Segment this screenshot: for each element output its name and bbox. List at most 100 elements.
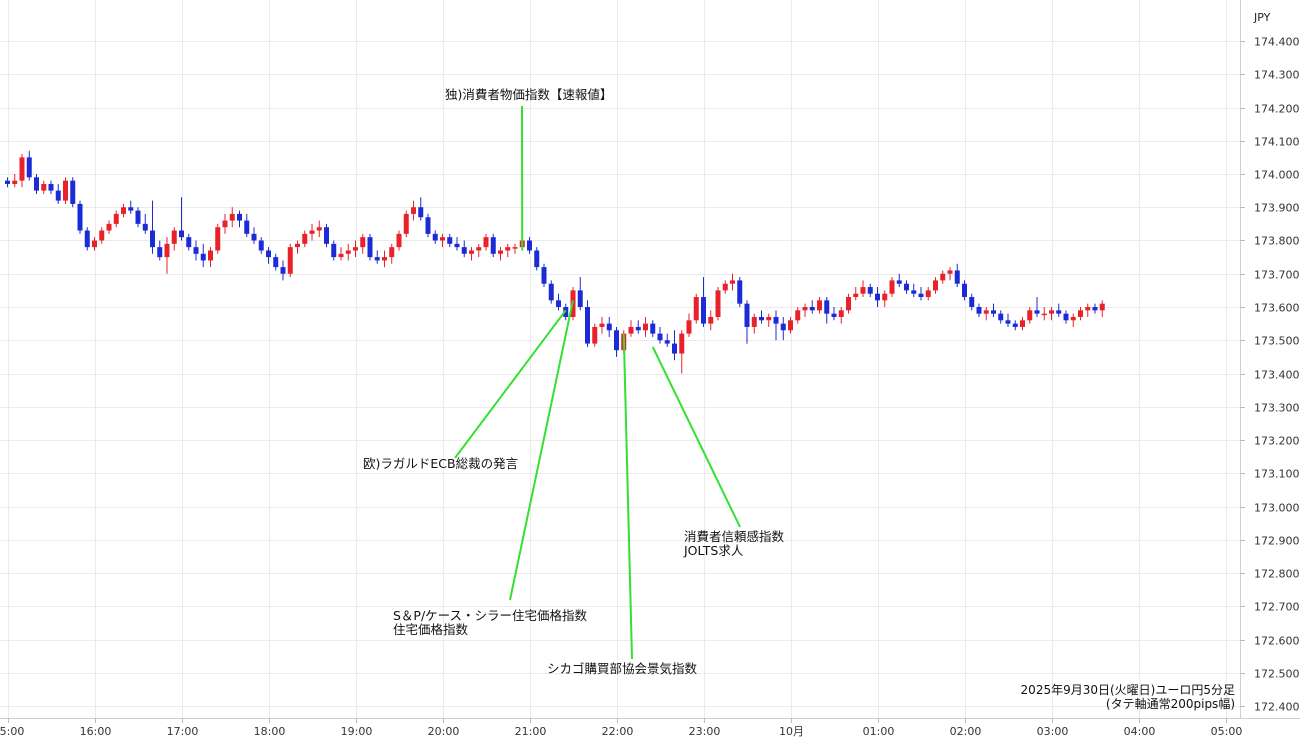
candle-up: [1027, 307, 1033, 324]
candle-body: [360, 237, 366, 248]
candle-up: [788, 316, 793, 334]
x-tick-label: 20:00: [428, 725, 460, 738]
candle-body: [686, 320, 692, 334]
candle-up: [505, 243, 511, 258]
candle-body: [592, 326, 598, 344]
annotation-labels: 独)消費者物価指数【速報値】欧)ラガルドECB総裁の発言 S＆P/ケース・シラー住…: [363, 87, 785, 676]
candle-down: [534, 247, 540, 271]
annotation-label: 住宅価格指数: [393, 622, 469, 637]
candle-up: [360, 233, 366, 254]
annotation-leader-line: [622, 333, 633, 660]
candle-body: [708, 316, 714, 324]
candle-body: [744, 303, 750, 327]
x-tick-label: 04:00: [1124, 725, 1156, 738]
candle-body: [63, 180, 68, 201]
x-tick-label: 02:00: [950, 725, 982, 738]
candle-body: [200, 253, 206, 261]
candle-up: [940, 270, 946, 284]
candle-body: [657, 333, 663, 341]
candle-down: [548, 280, 554, 304]
candle-body: [215, 227, 221, 251]
annotation-leader-line: [651, 346, 741, 528]
candle-up: [353, 240, 358, 258]
chart-subtitle: (タテ軸通常200pips幅): [1106, 696, 1235, 711]
candle-up: [1041, 307, 1047, 321]
candle-down: [1092, 303, 1098, 314]
candle-body: [817, 300, 822, 311]
candle-up: [106, 220, 112, 234]
candle-body: [41, 183, 47, 191]
candle-body: [461, 247, 467, 254]
candle-up: [63, 177, 68, 204]
candle-down: [969, 293, 975, 311]
candle-up: [860, 280, 866, 298]
candle-up: [693, 293, 699, 324]
candle-down: [84, 227, 90, 251]
candle-up: [643, 316, 648, 337]
candle-up: [389, 243, 395, 264]
candle-body: [940, 273, 946, 281]
candle-body: [824, 300, 830, 314]
candle-body: [606, 323, 612, 331]
candle-up: [19, 154, 25, 188]
candle-body: [135, 210, 141, 224]
candle-up: [1099, 300, 1105, 317]
candle-body: [490, 237, 496, 254]
candle-down: [809, 300, 815, 314]
chart-title: 2025年9月30日(火曜日)ユーロ円5分足: [1021, 683, 1235, 697]
candle-up: [751, 313, 757, 334]
candle-down: [875, 287, 880, 307]
candle-down: [251, 227, 257, 244]
candle-down: [976, 303, 982, 317]
candle-body: [730, 280, 735, 284]
candle-down: [998, 310, 1004, 324]
candle-body: [969, 297, 975, 307]
candle-down: [780, 316, 786, 341]
candle-body: [403, 213, 409, 234]
candle-body: [331, 243, 337, 258]
candle-body: [324, 227, 329, 244]
candle-down: [70, 177, 76, 208]
candle-down: [896, 273, 902, 288]
candle-down: [135, 207, 141, 228]
y-tick-label: 173.800: [1254, 235, 1300, 248]
y-tick-label: 172.800: [1254, 568, 1300, 581]
candle-down: [200, 243, 206, 268]
candle-down: [237, 210, 242, 228]
candle-body: [1070, 316, 1076, 321]
candle-body: [1099, 303, 1105, 311]
candle-down: [179, 197, 184, 241]
candle-down: [635, 320, 641, 334]
candle-body: [302, 233, 308, 244]
candle-down: [26, 150, 32, 181]
candle-body: [585, 307, 590, 344]
candle-body: [766, 316, 772, 321]
candle-body: [26, 157, 32, 178]
candle-body: [70, 180, 76, 204]
candle-body: [476, 247, 482, 251]
candle-down: [454, 237, 460, 251]
currency-label: JPY: [1253, 11, 1271, 24]
candle-body: [889, 280, 895, 294]
candle-down: [867, 283, 873, 298]
candle-body: [962, 283, 967, 298]
x-tick-label: 23:00: [689, 725, 721, 738]
candle-down: [244, 213, 250, 238]
y-tick-label: 173.700: [1254, 269, 1300, 282]
candle-body: [1041, 313, 1047, 316]
candle-body: [548, 283, 554, 301]
x-tick-label: 18:00: [254, 725, 286, 738]
candle-body: [577, 290, 583, 307]
candle-down: [193, 240, 199, 261]
candle-up: [838, 307, 844, 324]
candle-body: [853, 293, 859, 298]
candle-up: [947, 267, 953, 281]
candle-body: [650, 323, 656, 334]
annotation-label: S＆P/ケース・シラー住宅価格指数: [393, 608, 588, 623]
annotation-leader-line: [454, 309, 567, 459]
candle-up: [722, 280, 728, 294]
y-tick-label: 173.100: [1254, 468, 1300, 481]
candle-body: [556, 300, 561, 307]
candle-up: [309, 223, 315, 241]
y-tick-label: 172.600: [1254, 635, 1300, 648]
